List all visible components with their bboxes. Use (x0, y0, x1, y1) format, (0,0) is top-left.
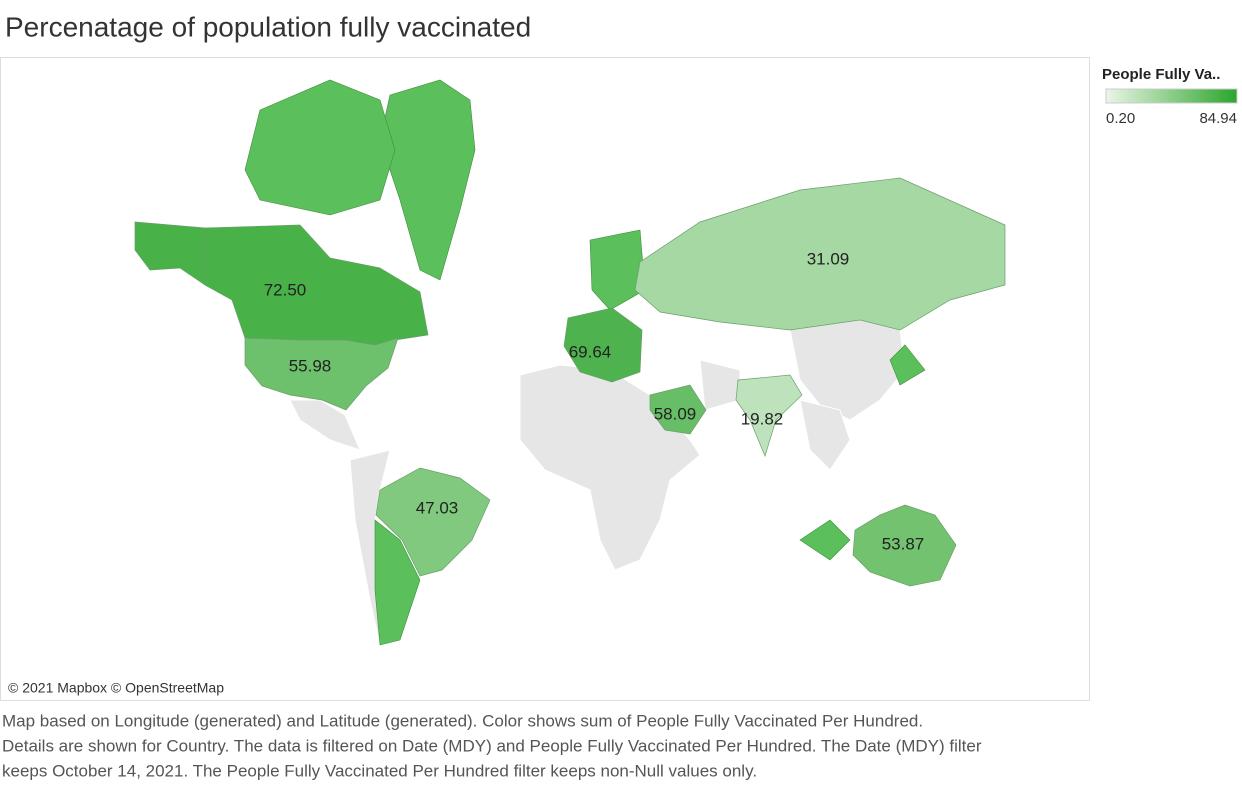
country (375, 467, 491, 577)
caption-line: Details are shown for Country. The data … (2, 736, 982, 755)
land (379, 79, 476, 281)
country (649, 384, 707, 435)
legend-gradient (1105, 88, 1238, 104)
value-label: 69.64 (569, 342, 612, 361)
value-label: 72.50 (264, 280, 307, 299)
value-label: 58.09 (654, 404, 697, 423)
country (563, 307, 643, 383)
land (799, 399, 851, 471)
attribution: © 2021 Mapbox © OpenStreetMap (8, 680, 224, 696)
value-label: 19.82 (741, 409, 784, 428)
land (799, 519, 851, 561)
value-label: 53.87 (882, 534, 925, 553)
legend-max: 84.94 (1199, 110, 1237, 127)
country (735, 374, 803, 458)
chart-title: Percenatage of population fully vaccinat… (5, 11, 531, 42)
country (634, 177, 1006, 331)
land (374, 519, 421, 646)
land (889, 344, 926, 386)
countries (134, 177, 1006, 587)
caption-line: keeps October 14, 2021. The People Fully… (2, 761, 757, 780)
land (589, 229, 646, 311)
country (244, 337, 399, 411)
value-label: 31.09 (807, 249, 850, 268)
legend-min: 0.20 (1106, 110, 1135, 127)
country (134, 221, 206, 286)
value-label: 47.03 (416, 498, 459, 517)
value-labels: 72.50 55.98 47.03 69.64 31.09 58.09 19.82 53.87 (264, 249, 925, 553)
caption-line: Map based on Longitude (generated) and L… (2, 711, 923, 730)
land (244, 79, 396, 216)
legend-title: People Fully Va.. (1102, 66, 1220, 83)
value-label: 55.98 (289, 356, 332, 375)
country (852, 504, 957, 587)
